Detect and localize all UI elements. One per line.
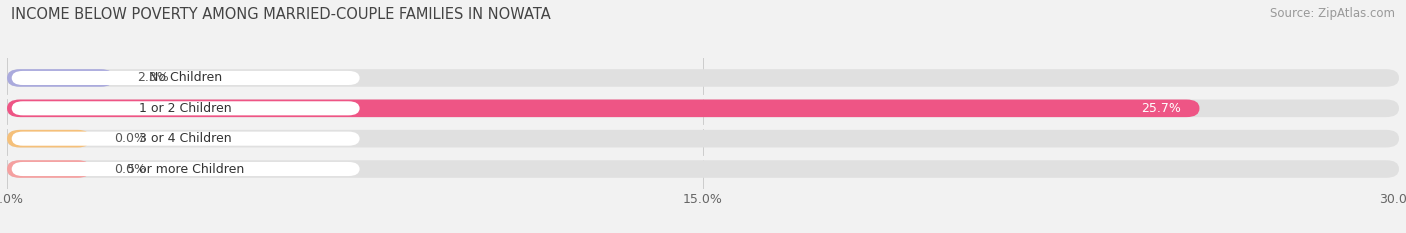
Text: INCOME BELOW POVERTY AMONG MARRIED-COUPLE FAMILIES IN NOWATA: INCOME BELOW POVERTY AMONG MARRIED-COUPL… [11, 7, 551, 22]
Text: Source: ZipAtlas.com: Source: ZipAtlas.com [1270, 7, 1395, 20]
FancyBboxPatch shape [7, 160, 1399, 178]
Text: 25.7%: 25.7% [1142, 102, 1181, 115]
Text: 3 or 4 Children: 3 or 4 Children [139, 132, 232, 145]
Text: No Children: No Children [149, 72, 222, 85]
Text: 0.0%: 0.0% [114, 132, 146, 145]
FancyBboxPatch shape [7, 160, 90, 178]
Text: 1 or 2 Children: 1 or 2 Children [139, 102, 232, 115]
FancyBboxPatch shape [11, 132, 360, 146]
Text: 5 or more Children: 5 or more Children [127, 162, 245, 175]
FancyBboxPatch shape [11, 71, 360, 85]
FancyBboxPatch shape [11, 101, 360, 115]
FancyBboxPatch shape [7, 130, 90, 147]
Text: 0.0%: 0.0% [114, 162, 146, 175]
Text: 2.3%: 2.3% [136, 72, 169, 85]
FancyBboxPatch shape [7, 130, 1399, 147]
FancyBboxPatch shape [7, 99, 1399, 117]
FancyBboxPatch shape [7, 69, 1399, 87]
FancyBboxPatch shape [7, 99, 1199, 117]
FancyBboxPatch shape [7, 69, 114, 87]
FancyBboxPatch shape [11, 162, 360, 176]
